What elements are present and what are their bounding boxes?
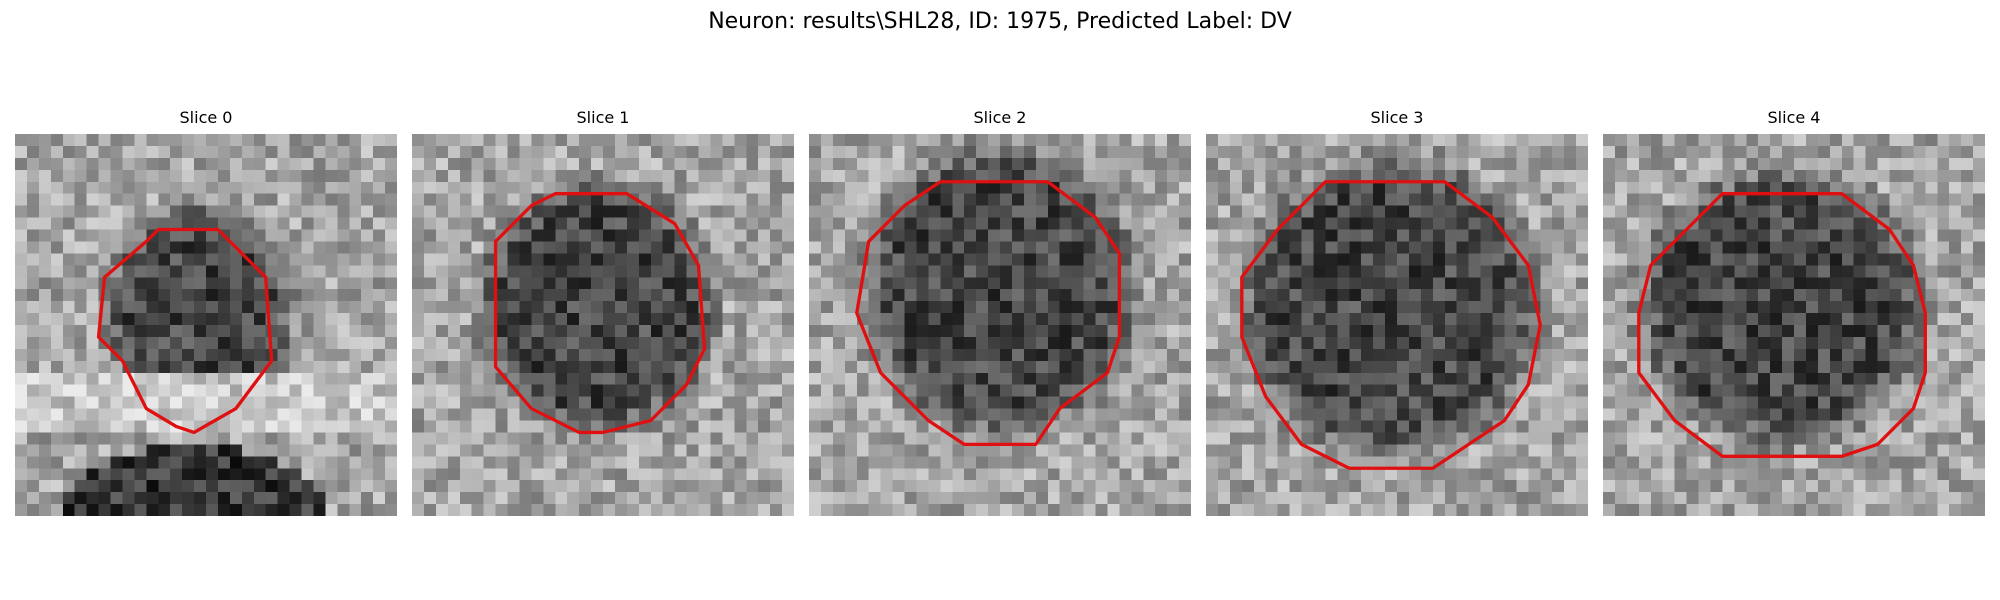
- pixel-grid: [1603, 134, 1985, 516]
- pixel-grid: [1206, 134, 1588, 516]
- contour-outline: [1637, 192, 1927, 458]
- pixel-grid: [412, 134, 794, 516]
- slice-panel-0: Slice 0: [15, 104, 397, 516]
- contour-outline: [855, 180, 1122, 447]
- slice-panel-2: Slice 2: [809, 104, 1191, 516]
- pixel-grid: [15, 134, 397, 516]
- slice-title: Slice 1: [576, 108, 630, 127]
- contour-outline: [493, 192, 707, 435]
- contour-outline: [96, 227, 274, 435]
- contour-outline: [1240, 180, 1542, 470]
- slice-image: [15, 134, 397, 516]
- slice-title: Slice 4: [1767, 108, 1821, 127]
- slice-title: Slice 2: [973, 108, 1027, 127]
- slice-image: [1603, 134, 1985, 516]
- slice-panel-4: Slice 4: [1603, 104, 1985, 516]
- slice-title: Slice 0: [179, 108, 233, 127]
- pixel-grid: [809, 134, 1191, 516]
- slice-image: [412, 134, 794, 516]
- slice-title: Slice 3: [1370, 108, 1424, 127]
- slice-panel-3: Slice 3: [1206, 104, 1588, 516]
- slice-image: [809, 134, 1191, 516]
- slice-panel-1: Slice 1: [412, 104, 794, 516]
- figure-title: Neuron: results\SHL28, ID: 1975, Predict…: [708, 9, 1292, 34]
- slice-image: [1206, 134, 1588, 516]
